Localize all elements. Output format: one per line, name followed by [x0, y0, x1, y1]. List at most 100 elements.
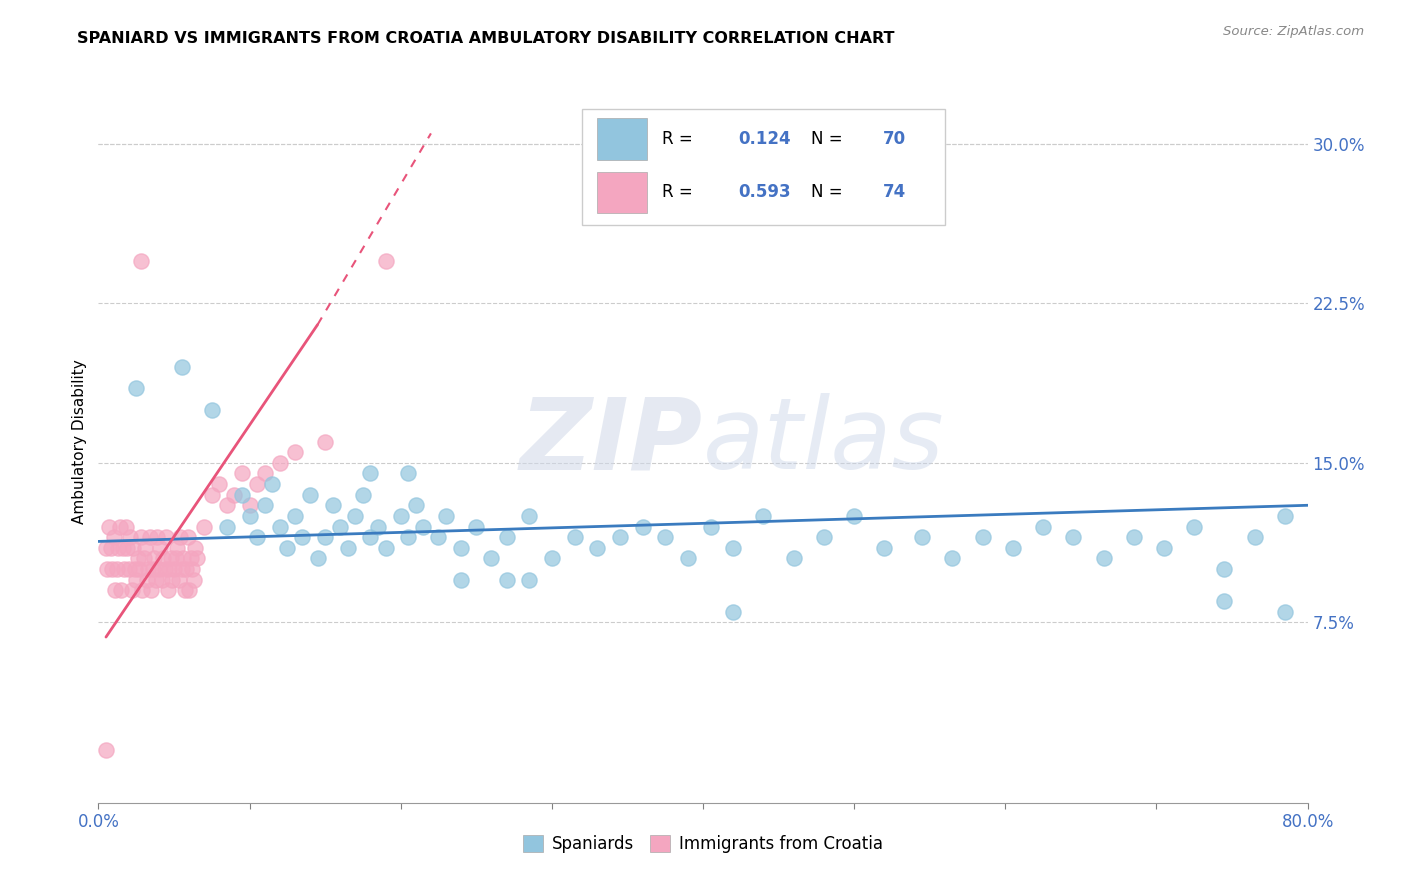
- Point: [517, 508, 540, 523]
- Point: [129, 530, 152, 544]
- Point: [155, 530, 177, 544]
- Text: ZIP: ZIP: [520, 393, 703, 490]
- Point: [1001, 541, 1024, 555]
- Point: [136, 562, 159, 576]
- Point: [145, 573, 167, 587]
- Point: [336, 541, 359, 555]
- Point: [160, 551, 183, 566]
- Point: [253, 467, 276, 481]
- Point: [224, 488, 246, 502]
- Y-axis label: Ambulatory Disability: Ambulatory Disability: [72, 359, 87, 524]
- Point: [1213, 562, 1236, 576]
- Point: [94, 541, 117, 555]
- Point: [114, 519, 136, 533]
- Point: [162, 573, 184, 587]
- Point: [215, 519, 238, 533]
- Point: [139, 530, 162, 544]
- Point: [314, 530, 336, 544]
- Point: [465, 519, 488, 533]
- Point: [972, 530, 994, 544]
- Point: [103, 530, 125, 544]
- Point: [100, 541, 122, 555]
- Point: [170, 562, 193, 576]
- Point: [94, 742, 117, 756]
- Point: [120, 530, 142, 544]
- Point: [148, 562, 170, 576]
- Point: [367, 519, 389, 533]
- Point: [723, 541, 745, 555]
- Point: [450, 541, 472, 555]
- Point: [434, 508, 457, 523]
- Point: [166, 541, 188, 555]
- Point: [699, 519, 721, 533]
- Point: [108, 519, 131, 533]
- Point: [159, 562, 181, 576]
- Point: [110, 583, 132, 598]
- Point: [344, 508, 367, 523]
- Point: [112, 562, 135, 576]
- Point: [142, 562, 165, 576]
- Point: [239, 508, 262, 523]
- Point: [201, 402, 224, 417]
- Point: [115, 541, 138, 555]
- Point: [609, 530, 631, 544]
- Point: [111, 541, 134, 555]
- Point: [284, 445, 307, 459]
- Point: [360, 467, 382, 481]
- Point: [176, 530, 198, 544]
- Point: [941, 551, 963, 566]
- Point: [783, 551, 806, 566]
- Point: [181, 562, 204, 576]
- Point: [495, 530, 517, 544]
- Point: [239, 498, 262, 512]
- Point: [141, 583, 163, 598]
- Point: [149, 541, 172, 555]
- Point: [1243, 530, 1265, 544]
- Point: [131, 583, 153, 598]
- Point: [450, 573, 472, 587]
- Point: [307, 551, 329, 566]
- Legend: Spaniards, Immigrants from Croatia: Spaniards, Immigrants from Croatia: [516, 828, 890, 860]
- Point: [170, 360, 193, 375]
- Point: [911, 530, 934, 544]
- Point: [135, 573, 157, 587]
- Point: [495, 573, 517, 587]
- Point: [517, 573, 540, 587]
- Point: [329, 519, 352, 533]
- Point: [125, 573, 148, 587]
- Point: [231, 467, 253, 481]
- Point: [1213, 594, 1236, 608]
- Point: [125, 381, 148, 395]
- Point: [174, 562, 197, 576]
- Point: [105, 562, 128, 576]
- Point: [374, 541, 396, 555]
- Point: [167, 573, 190, 587]
- Point: [132, 551, 155, 566]
- Point: [586, 541, 609, 555]
- Point: [299, 488, 322, 502]
- Point: [201, 488, 224, 502]
- Point: [564, 530, 586, 544]
- Point: [291, 530, 314, 544]
- Point: [360, 530, 382, 544]
- Point: [752, 508, 775, 523]
- Point: [127, 551, 149, 566]
- Point: [276, 541, 298, 555]
- Point: [134, 541, 156, 555]
- Point: [844, 508, 866, 523]
- Point: [96, 562, 118, 576]
- Point: [246, 477, 269, 491]
- Point: [1122, 530, 1144, 544]
- Point: [427, 530, 450, 544]
- Point: [396, 530, 419, 544]
- Point: [146, 530, 169, 544]
- Point: [101, 562, 124, 576]
- Text: SPANIARD VS IMMIGRANTS FROM CROATIA AMBULATORY DISABILITY CORRELATION CHART: SPANIARD VS IMMIGRANTS FROM CROATIA AMBU…: [77, 31, 894, 46]
- Point: [122, 541, 145, 555]
- Point: [153, 562, 176, 576]
- Point: [269, 456, 291, 470]
- Point: [269, 519, 291, 533]
- Point: [253, 498, 276, 512]
- Point: [118, 562, 141, 576]
- Point: [183, 573, 205, 587]
